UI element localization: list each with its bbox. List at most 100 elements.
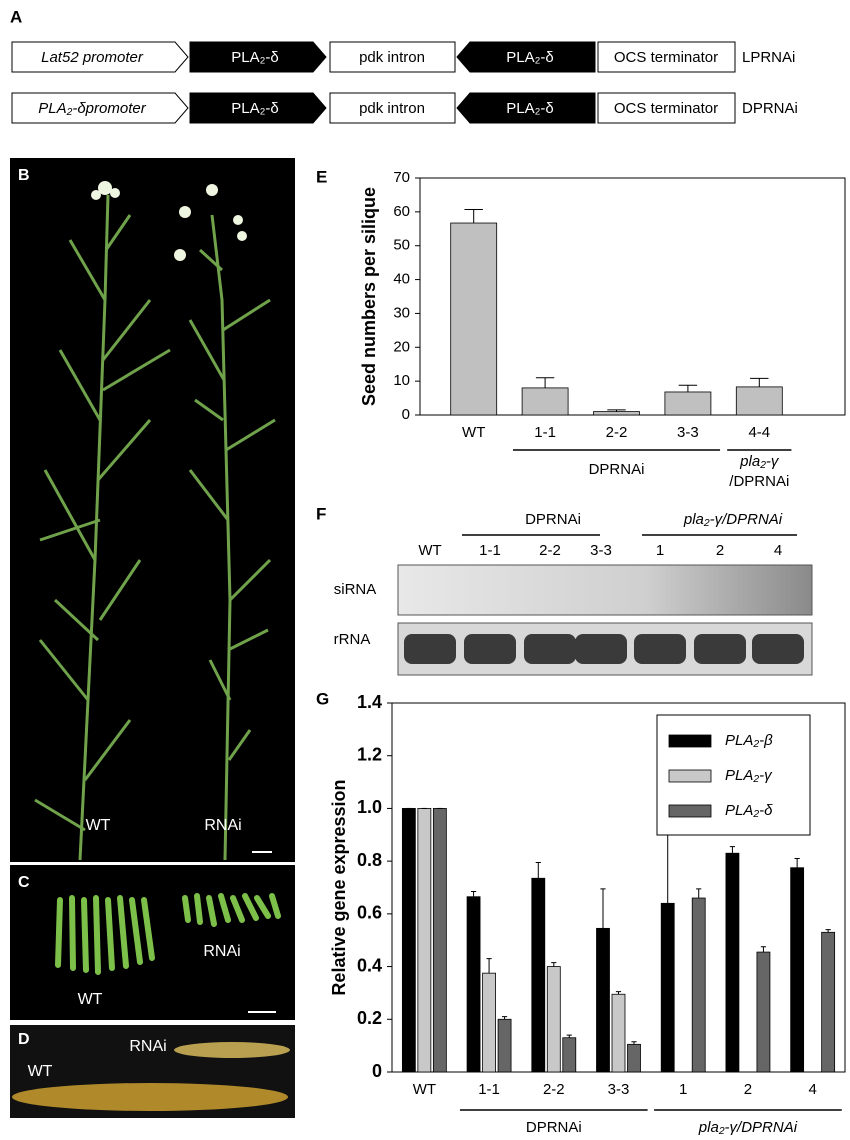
x-tick-label: 2-2	[606, 424, 628, 441]
construct-label: OCS terminator	[614, 100, 718, 117]
legend-label: PLA₂-δ	[725, 802, 773, 819]
panel-label: D	[18, 1031, 30, 1048]
x-tick-label: 3-3	[608, 1081, 630, 1098]
bar	[417, 808, 432, 1073]
bar	[627, 1043, 641, 1073]
group-label: DPRNAi	[589, 461, 645, 478]
y-tick-label: 1.0	[357, 797, 382, 817]
construct-label: pdk intron	[359, 49, 425, 66]
y-tick-label: 1.4	[357, 692, 382, 712]
panel-label: A	[10, 7, 22, 26]
y-tick-label: 60	[393, 203, 410, 220]
error-bar	[750, 377, 769, 387]
panel-label: B	[18, 167, 30, 184]
construct-label: PLA₂-δpromoter	[38, 100, 146, 117]
bar	[593, 411, 640, 416]
x-tick-label: WT	[413, 1081, 436, 1098]
y-tick-label: 0	[372, 1061, 382, 1081]
construct-label: PLA₂-δ	[506, 49, 554, 66]
construct-label: PLA₂-δ	[231, 100, 279, 117]
silique-wt	[12, 1083, 288, 1111]
bar	[691, 897, 706, 1073]
bar	[660, 902, 675, 1073]
error-bar	[825, 929, 831, 933]
error-bar	[615, 991, 622, 995]
bar	[546, 966, 561, 1073]
y-tick-label: 0	[402, 406, 410, 423]
error-bar	[729, 846, 736, 854]
legend-label: PLA₂-γ	[725, 767, 773, 784]
error-bar	[486, 958, 492, 974]
construct-part	[456, 92, 596, 124]
y-axis-title: Relative gene expression	[329, 779, 349, 995]
bar	[735, 386, 783, 416]
lane-label: 3-3	[590, 542, 612, 559]
error-bar	[760, 946, 767, 953]
y-tick-label: 10	[393, 372, 410, 389]
blot-label: siRNA	[334, 581, 377, 598]
bar	[401, 808, 416, 1073]
construct-part	[11, 41, 189, 73]
rrna-bands	[404, 634, 804, 664]
lane-label: 1	[656, 542, 664, 559]
bar	[821, 931, 836, 1073]
bar	[790, 867, 805, 1073]
bar	[611, 993, 626, 1073]
band	[404, 634, 456, 664]
x-tick-label: 2	[744, 1081, 752, 1098]
bar	[664, 391, 712, 416]
lane-label: 1-1	[479, 542, 501, 559]
flowers	[91, 181, 247, 261]
photo-label: WT	[78, 991, 103, 1008]
lane-label: 2-2	[539, 542, 561, 559]
panel-label: C	[18, 874, 30, 891]
legend-swatch	[668, 734, 712, 748]
band	[752, 634, 804, 664]
photo-label: WT	[86, 817, 111, 834]
photo-label: WT	[28, 1063, 53, 1080]
x-tick-label: 3-3	[677, 424, 699, 441]
x-tick-label: 1	[679, 1081, 687, 1098]
y-tick-label: 1.2	[357, 744, 382, 764]
bar	[521, 387, 569, 416]
photo-plants	[10, 158, 295, 862]
construct-part	[189, 92, 327, 124]
bar	[482, 972, 496, 1073]
x-tick-label: 4	[808, 1081, 816, 1098]
group-label: pla₂-γ/DPRNAi	[698, 1119, 798, 1136]
construct-part	[329, 92, 456, 124]
construct-label: PLA₂-δ	[506, 100, 554, 117]
y-tick-label: 0.6	[357, 903, 382, 923]
band	[524, 634, 576, 664]
bar	[725, 852, 740, 1073]
construct-label: PLA₂-δ	[231, 49, 279, 66]
construct-part	[11, 92, 189, 124]
y-tick-label: 0.4	[357, 955, 382, 975]
y-tick-label: 40	[393, 271, 410, 288]
group-label: DPRNAi	[525, 511, 581, 528]
construct-part	[597, 92, 736, 124]
group-label: pla₂-γ/DPRNAi	[683, 511, 783, 528]
legend-swatch	[668, 804, 712, 818]
silique-rnai	[174, 1042, 290, 1058]
panel-label: G	[316, 689, 329, 708]
bar	[596, 927, 610, 1073]
blot-sirna	[397, 564, 813, 616]
construct-part	[189, 41, 327, 73]
bar	[756, 951, 771, 1073]
construct-name: DPRNAi	[742, 100, 798, 117]
bar	[562, 1037, 577, 1073]
y-tick-label: 70	[393, 169, 410, 186]
band	[464, 634, 516, 664]
construct-label: OCS terminator	[614, 49, 718, 66]
panel-label: E	[316, 167, 327, 186]
bar	[466, 896, 481, 1073]
construct-label: pdk intron	[359, 100, 425, 117]
photo-label: RNAi	[204, 817, 241, 834]
y-tick-label: 30	[393, 304, 410, 321]
y-tick-label: 20	[393, 338, 410, 355]
bar	[497, 1018, 512, 1073]
error-bar	[551, 962, 557, 967]
